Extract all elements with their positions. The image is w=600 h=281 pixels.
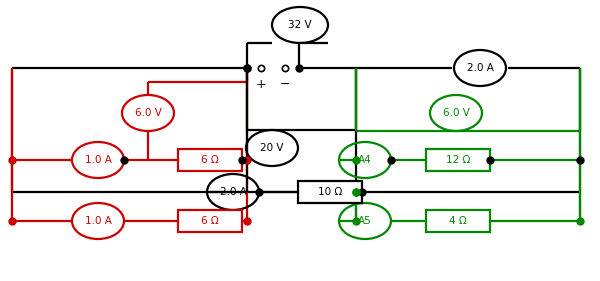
Text: A5: A5 — [358, 216, 372, 226]
FancyBboxPatch shape — [426, 210, 490, 232]
Text: 20 V: 20 V — [260, 143, 284, 153]
FancyBboxPatch shape — [298, 181, 362, 203]
FancyBboxPatch shape — [178, 210, 242, 232]
Text: −: − — [280, 78, 290, 90]
Text: 6.0 V: 6.0 V — [443, 108, 469, 118]
Text: 2.0 A: 2.0 A — [467, 63, 493, 73]
Text: 1.0 A: 1.0 A — [85, 155, 112, 165]
Text: +: + — [256, 78, 266, 90]
Text: 2.0 A: 2.0 A — [220, 187, 247, 197]
Text: 6.0 V: 6.0 V — [134, 108, 161, 118]
Text: 1.0 A: 1.0 A — [85, 216, 112, 226]
Text: A4: A4 — [358, 155, 372, 165]
Text: 4 Ω: 4 Ω — [449, 216, 467, 226]
Text: 10 Ω: 10 Ω — [318, 187, 342, 197]
Text: 6 Ω: 6 Ω — [201, 155, 219, 165]
Text: 6 Ω: 6 Ω — [201, 216, 219, 226]
Text: 12 Ω: 12 Ω — [446, 155, 470, 165]
Text: 32 V: 32 V — [288, 20, 312, 30]
FancyBboxPatch shape — [178, 149, 242, 171]
FancyBboxPatch shape — [426, 149, 490, 171]
